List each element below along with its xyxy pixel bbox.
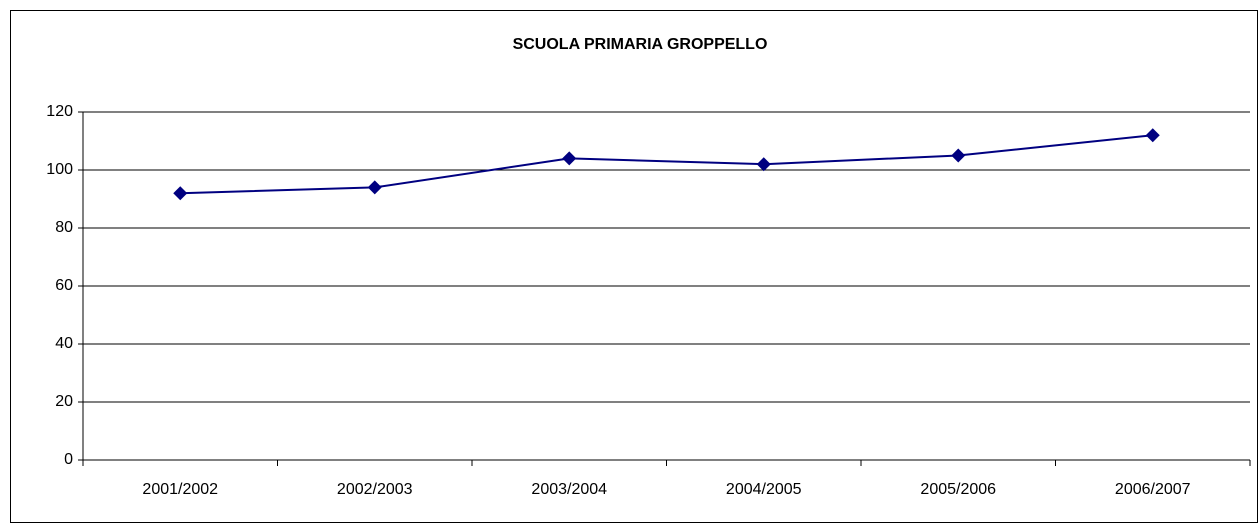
x-tick-label: 2005/2006 [920, 481, 996, 498]
x-tick-label: 2006/2007 [1115, 481, 1191, 498]
x-tick-label: 2003/2004 [531, 481, 607, 498]
y-tick-label: 80 [55, 219, 73, 236]
y-tick-label: 60 [55, 277, 73, 294]
data-marker [173, 186, 188, 201]
data-marker [367, 180, 382, 195]
y-tick-label: 0 [64, 451, 73, 468]
x-tick-label: 2002/2003 [337, 481, 413, 498]
data-line [180, 134, 1153, 195]
data-marker [951, 148, 966, 163]
y-tick-label: 100 [46, 161, 73, 178]
y-tick-label: 40 [55, 335, 73, 352]
x-tick-label: 2004/2005 [726, 481, 802, 498]
data-marker [562, 151, 577, 166]
chart-border [10, 10, 1258, 523]
y-tick-label: 20 [55, 393, 73, 410]
x-tick-label: 2001/2002 [142, 481, 218, 498]
y-tick-label: 120 [46, 103, 73, 120]
data-marker [1145, 128, 1160, 143]
data-marker [756, 157, 771, 172]
chart-title: SCUOLA PRIMARIA GROPPELLO [513, 36, 768, 53]
